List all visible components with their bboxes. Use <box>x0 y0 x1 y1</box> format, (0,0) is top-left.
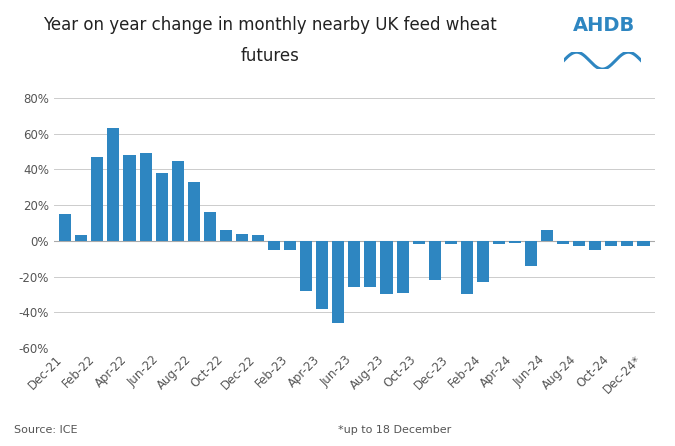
Bar <box>316 241 328 309</box>
Bar <box>557 241 569 244</box>
Bar <box>461 241 473 294</box>
Text: Source: ICE: Source: ICE <box>14 425 77 435</box>
Bar <box>236 234 248 241</box>
Bar <box>364 241 377 287</box>
Bar <box>541 230 553 241</box>
Bar <box>412 241 425 244</box>
Bar <box>268 241 280 250</box>
Bar <box>445 241 457 244</box>
Bar <box>637 241 649 246</box>
Bar <box>252 235 264 241</box>
Bar <box>220 230 232 241</box>
Bar <box>59 214 72 241</box>
Bar <box>332 241 344 323</box>
Bar <box>76 235 87 241</box>
Bar <box>124 155 136 241</box>
Text: *up to 18 December: *up to 18 December <box>338 425 451 435</box>
Bar <box>300 241 313 291</box>
Text: AHDB: AHDB <box>573 16 635 35</box>
Text: Year on year change in monthly nearby UK feed wheat: Year on year change in monthly nearby UK… <box>43 16 497 33</box>
Bar <box>477 241 489 282</box>
Bar <box>91 157 103 241</box>
Text: futures: futures <box>240 47 300 65</box>
Bar <box>396 241 408 293</box>
Bar <box>171 161 184 241</box>
Bar <box>188 182 200 241</box>
Bar <box>156 173 167 241</box>
Bar <box>204 212 216 241</box>
Bar <box>140 153 152 241</box>
Bar <box>622 241 633 246</box>
Bar <box>284 241 296 250</box>
Bar <box>381 241 393 294</box>
Bar <box>573 241 585 246</box>
Bar <box>348 241 360 287</box>
Bar <box>493 241 505 244</box>
Bar <box>605 241 618 246</box>
Bar <box>525 241 537 266</box>
Bar <box>107 128 119 241</box>
Bar <box>509 241 521 243</box>
Bar <box>429 241 441 280</box>
Bar <box>589 241 601 250</box>
